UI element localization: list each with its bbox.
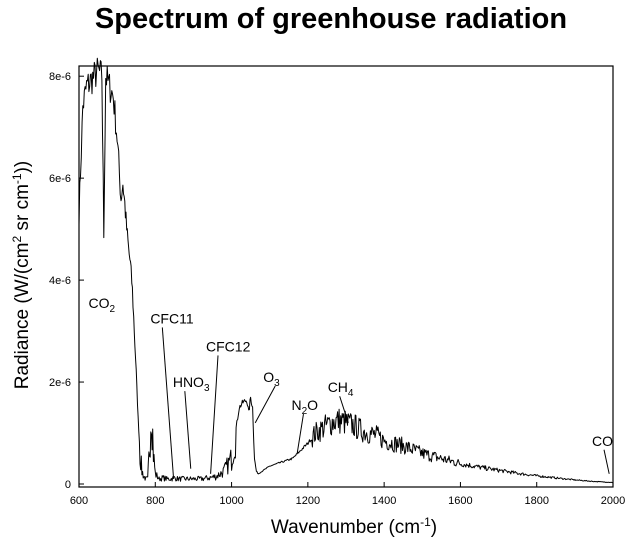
annotation-layer: CO2 CFC11 CFC12 HNO3 O3 N2O CH4 CO	[89, 295, 613, 479]
annotation-leader-line	[161, 327, 175, 479]
annotation-label: CO	[592, 433, 613, 449]
plot-frame	[78, 65, 614, 488]
y-tick-label: 8e-6	[49, 71, 71, 83]
y-tick-label: 0	[65, 479, 71, 491]
annotation-label: O3	[263, 369, 280, 389]
spectrum-line	[78, 57, 614, 484]
annotation-label: CFC11	[150, 310, 194, 326]
annotation-label: CFC12	[206, 338, 251, 354]
x-tick-label: 600	[70, 495, 88, 507]
x-tick-label: 1600	[448, 495, 472, 507]
y-tick-label: 4e-6	[49, 275, 71, 287]
plot-area: 600 800 1000 1200 1400 1600 1800 2000 0 2e-6 4e-6…	[49, 57, 625, 507]
x-axis-label: Wavenumber (cm-1)	[271, 515, 437, 538]
annotation-leader-line	[339, 396, 349, 423]
y-tick-label: 2e-6	[49, 377, 71, 389]
y-tick-label: 6e-6	[49, 173, 71, 185]
annotation-leader-line	[603, 449, 610, 474]
x-tick-label: 800	[146, 495, 164, 507]
annotation-label: CO2	[89, 295, 116, 315]
annotation-leader-line	[254, 385, 276, 424]
annotation-leader-line	[296, 414, 304, 454]
x-tick-label: 1800	[524, 495, 548, 507]
chart-title: Spectrum of greenhouse radiation	[95, 3, 567, 35]
x-tick-label: 2000	[601, 495, 625, 507]
annotation-label: HNO3	[173, 374, 210, 394]
annotation-leader-line	[210, 355, 219, 474]
annotation-leader-line	[184, 391, 192, 469]
x-axis-ticks: 600 800 1000 1200 1400 1600 1800 2000	[70, 482, 625, 507]
x-tick-label: 1200	[296, 495, 320, 507]
y-axis-label: Radiance (W/(cm2 sr cm-1))	[10, 161, 33, 389]
annotation-label: CH4	[328, 379, 354, 399]
annotation-label: N2O	[291, 397, 318, 417]
y-axis-ticks: 0 2e-6 4e-6 6e-6 8e-6	[49, 71, 84, 491]
x-tick-label: 1000	[219, 495, 243, 507]
x-tick-label: 1400	[372, 495, 396, 507]
